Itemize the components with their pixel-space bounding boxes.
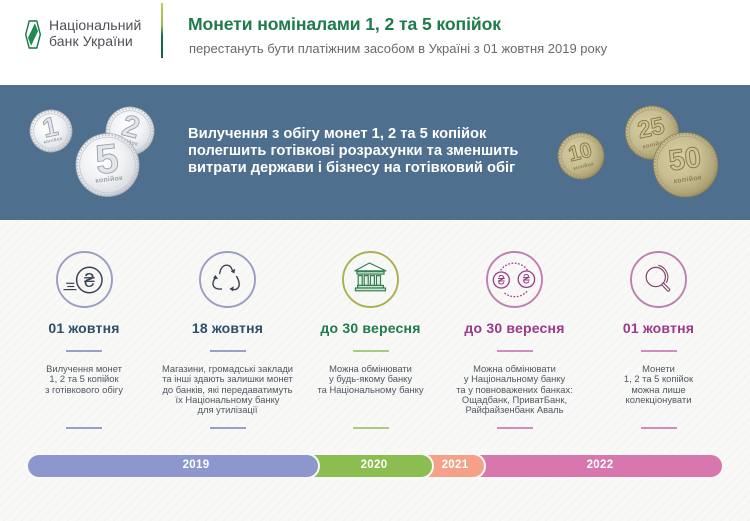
- svg-text:₴: ₴: [83, 270, 94, 292]
- svg-text:5: 5: [93, 135, 120, 183]
- svg-text:₴: ₴: [498, 274, 505, 288]
- svg-text:копійок: копійок: [673, 173, 702, 185]
- svg-text:копійок: копійок: [43, 135, 63, 145]
- svg-text:копійок: копійок: [642, 139, 667, 151]
- svg-text:копійок: копійок: [95, 174, 124, 185]
- svg-text:₴: ₴: [523, 273, 530, 287]
- svg-text:50: 50: [667, 142, 703, 178]
- svg-text:1: 1: [40, 111, 61, 143]
- svg-text:копійок: копійок: [573, 160, 595, 172]
- svg-text:25: 25: [635, 112, 667, 144]
